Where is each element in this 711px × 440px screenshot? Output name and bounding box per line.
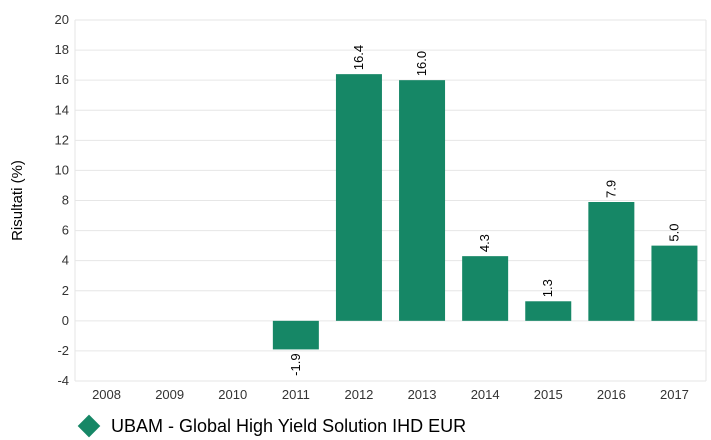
y-tick-label: -4: [57, 373, 69, 388]
legend-label: UBAM - Global High Yield Solution IHD EU…: [111, 415, 467, 436]
y-tick-label: 12: [55, 132, 69, 147]
x-tick-label: 2010: [218, 387, 247, 402]
bar: [462, 256, 509, 321]
bar: [272, 320, 319, 350]
x-tick-label: 2012: [344, 387, 373, 402]
y-tick-label: 10: [55, 162, 69, 177]
x-tick-label: 2016: [597, 387, 626, 402]
data-label: 7.9: [603, 180, 618, 198]
y-tick-label: 4: [62, 253, 69, 268]
x-tick-label: 2011: [282, 387, 310, 402]
y-tick-label: 0: [62, 313, 69, 328]
y-tick-label: 8: [62, 193, 69, 208]
y-tick-label: 2: [62, 283, 69, 298]
x-tick-label: 2013: [408, 387, 437, 402]
y-tick-label: 20: [55, 12, 69, 27]
bar: [399, 80, 446, 321]
y-tick-label: 14: [55, 102, 69, 117]
x-tick-label: 2014: [471, 387, 500, 402]
y-tick-label: -2: [57, 343, 69, 358]
y-axis-title: Risultati (%): [9, 160, 26, 241]
x-tick-label: 2009: [155, 387, 184, 402]
legend-diamond-icon: [77, 414, 101, 438]
bar: [651, 245, 698, 321]
x-tick-label: 2015: [534, 387, 563, 402]
x-tick-label: 2008: [92, 387, 121, 402]
data-label: 16.0: [414, 51, 429, 76]
data-label: 16.4: [351, 45, 366, 70]
data-label: -1.9: [288, 353, 303, 375]
bar: [588, 202, 635, 321]
legend[interactable]: UBAM - Global High Yield Solution IHD EU…: [77, 414, 467, 438]
data-label: 4.3: [477, 234, 492, 252]
data-label: 5.0: [666, 224, 681, 242]
y-tick-label: 16: [55, 72, 69, 87]
bar: [525, 301, 572, 321]
y-tick-label: 18: [55, 42, 69, 57]
data-label: 1.3: [540, 279, 555, 297]
x-tick-label: 2017: [660, 387, 689, 402]
bar: [335, 74, 382, 321]
y-tick-label: 6: [62, 223, 69, 238]
